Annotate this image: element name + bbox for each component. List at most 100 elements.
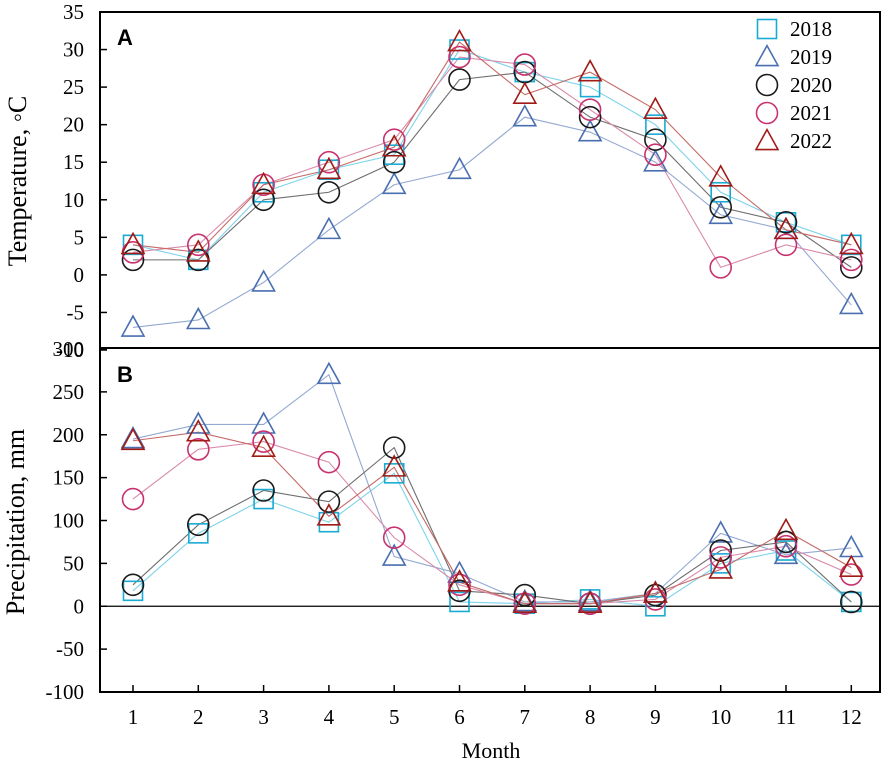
x-tick-label: 1 — [128, 705, 139, 729]
panel-a-frame — [99, 11, 881, 349]
marker-2021 — [317, 450, 341, 474]
marker-2018 — [188, 249, 209, 271]
marker-2019 — [120, 425, 146, 449]
marker-2019 — [185, 411, 211, 434]
legend-marker-2018 — [756, 18, 778, 40]
marker-2022 — [251, 171, 276, 195]
y-tick-label: 20 — [63, 113, 84, 137]
marker-2021 — [448, 573, 471, 597]
y-tick-label: 50 — [63, 551, 84, 575]
marker-2019 — [838, 534, 864, 558]
marker-2020 — [382, 436, 406, 459]
marker-2022 — [708, 164, 734, 187]
marker-2022 — [447, 28, 472, 52]
panel-b-letter: B — [117, 362, 133, 387]
marker-2018 — [840, 591, 862, 613]
marker-2018 — [449, 591, 470, 613]
marker-2022 — [512, 81, 538, 104]
marker-2021 — [317, 150, 341, 174]
marker-2022 — [381, 134, 407, 157]
marker-2019 — [512, 588, 538, 612]
marker-2019 — [708, 201, 734, 225]
marker-2020 — [448, 68, 471, 91]
y-tick-label: 5 — [74, 225, 85, 249]
marker-2020 — [317, 490, 341, 513]
x-tick-label: 2 — [193, 705, 204, 729]
marker-2020 — [839, 256, 863, 279]
legend-label-2020: 2020 — [790, 73, 832, 97]
marker-2022 — [512, 590, 538, 614]
y-tick-label: 25 — [63, 75, 84, 99]
y-tick-label: 0 — [74, 263, 85, 287]
marker-2019 — [838, 291, 864, 315]
marker-2019 — [381, 543, 407, 566]
series-line-2019 — [132, 373, 852, 603]
panel-a-letter: A — [117, 25, 133, 50]
legend-marker-2020 — [755, 73, 779, 97]
marker-2022 — [838, 554, 864, 578]
y-tick-label: 150 — [53, 466, 85, 490]
marker-2020 — [121, 248, 145, 272]
marker-2019 — [447, 156, 472, 180]
marker-2021 — [709, 546, 733, 569]
y-tick-label: 30 — [63, 38, 84, 62]
x-axis-label: Month — [462, 738, 521, 763]
marker-2021 — [252, 430, 275, 453]
marker-2019 — [708, 520, 734, 543]
marker-2022 — [316, 503, 342, 526]
marker-2022 — [773, 517, 799, 541]
marker-2022 — [185, 419, 211, 442]
marker-2022 — [773, 216, 799, 240]
marker-2021 — [187, 233, 210, 257]
marker-2018 — [449, 39, 470, 60]
y-axis-label-temperature: Temperature, ◦C — [3, 96, 32, 267]
marker-2019 — [251, 269, 276, 292]
marker-2021 — [839, 248, 863, 272]
series-line-2018 — [132, 48, 852, 261]
y-tick-label: 10 — [63, 188, 84, 212]
marker-2022 — [381, 454, 407, 477]
x-tick-label: 3 — [258, 705, 269, 729]
y-tick-label: -100 — [46, 680, 85, 704]
marker-2021 — [382, 526, 406, 549]
marker-2018 — [318, 159, 340, 181]
marker-2021 — [121, 487, 145, 511]
marker-2022 — [185, 239, 211, 262]
marker-2021 — [382, 128, 406, 151]
legend: 2018 2019 2020 2021 2022 — [754, 17, 832, 153]
marker-2019 — [381, 171, 407, 195]
marker-2022 — [577, 590, 603, 614]
marker-2018 — [514, 593, 536, 614]
marker-2021 — [774, 534, 798, 558]
marker-2019 — [577, 588, 603, 612]
marker-2020 — [839, 590, 863, 614]
y-axis-label-precipitation: Precipitation, mm — [1, 429, 30, 615]
marker-2019 — [512, 104, 538, 127]
y-tick-label: 250 — [53, 380, 85, 404]
marker-2022 — [251, 434, 276, 457]
y-tick-label: 0 — [74, 594, 85, 618]
marker-2019 — [447, 560, 472, 584]
marker-2018 — [253, 488, 274, 510]
marker-2020 — [578, 105, 602, 129]
marker-2020 — [709, 195, 733, 219]
marker-2020 — [644, 583, 667, 607]
marker-2018 — [383, 144, 405, 166]
x-tick-label: 6 — [454, 705, 465, 729]
marker-2019 — [185, 306, 211, 330]
y-tick-label: 200 — [53, 423, 85, 447]
marker-2020 — [513, 583, 537, 607]
marker-2018 — [188, 523, 209, 544]
marker-2020 — [187, 513, 210, 537]
marker-2018 — [645, 595, 666, 617]
marker-2019 — [316, 216, 342, 240]
marker-2021 — [709, 256, 733, 279]
marker-2021 — [513, 53, 537, 76]
marker-2020 — [382, 150, 406, 174]
marker-2021 — [448, 45, 471, 69]
y-tick-label: 100 — [53, 509, 85, 533]
legend-label-2019: 2019 — [790, 45, 832, 69]
marker-2020 — [774, 530, 798, 554]
legend-marker-2019 — [754, 43, 780, 67]
